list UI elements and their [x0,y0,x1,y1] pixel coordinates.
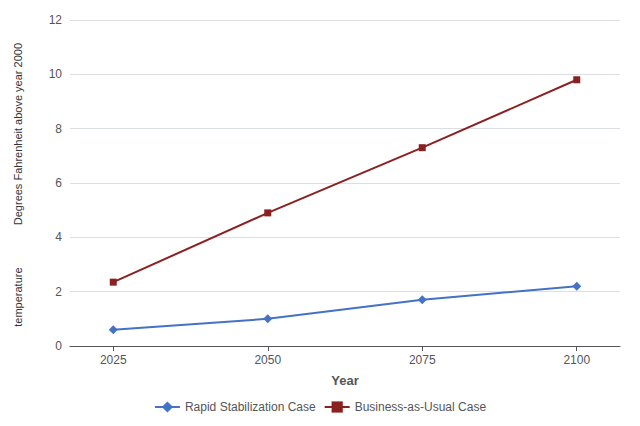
svg-text:8: 8 [55,122,62,136]
svg-text:2075: 2075 [409,353,436,367]
svg-text:0: 0 [55,339,62,353]
svg-text:2050: 2050 [254,353,281,367]
svg-text:2025: 2025 [100,353,127,367]
svg-text:Rapid Stabilization Case: Rapid Stabilization Case [185,400,316,414]
svg-text:12: 12 [49,13,63,27]
svg-text:temperature: temperature [12,267,24,326]
svg-text:Degrees Fahrenheit above year: Degrees Fahrenheit above year 2000 [12,43,24,225]
svg-text:2: 2 [55,285,62,299]
svg-text:6: 6 [55,176,62,190]
svg-text:Business-as-Usual Case: Business-as-Usual Case [355,400,487,414]
svg-text:10: 10 [49,67,63,81]
svg-text:2100: 2100 [563,353,590,367]
svg-text:Year: Year [331,373,358,388]
svg-text:4: 4 [55,230,62,244]
